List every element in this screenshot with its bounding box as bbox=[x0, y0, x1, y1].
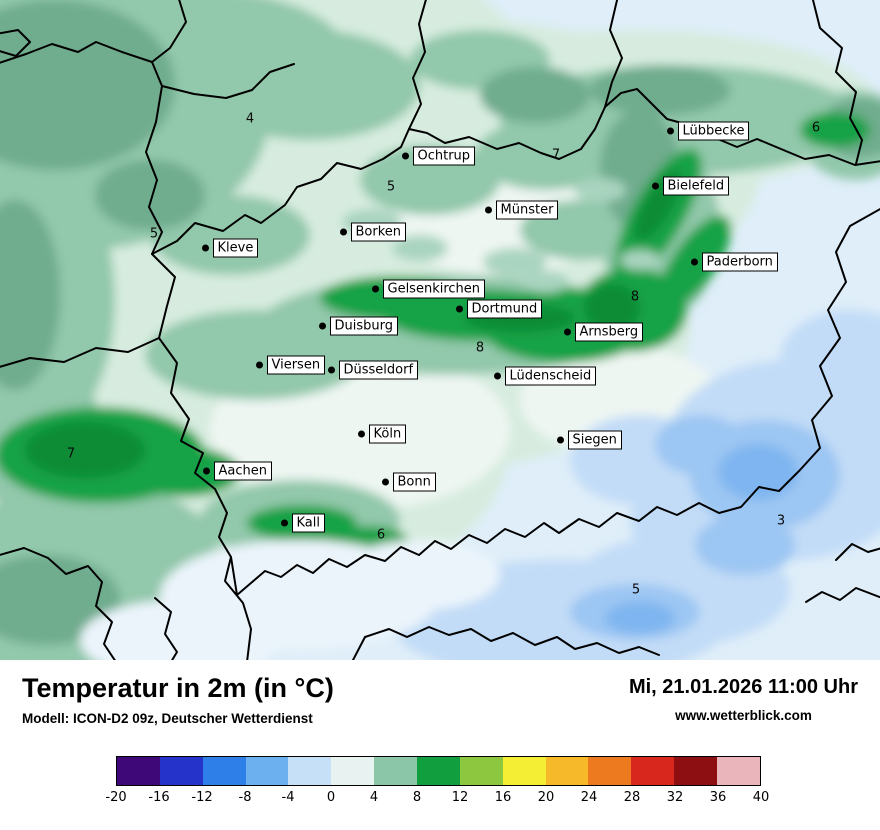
legend-tick: -16 bbox=[148, 790, 170, 805]
legend-color-cell bbox=[202, 757, 246, 785]
legend-tick: 36 bbox=[709, 790, 727, 805]
state-borders bbox=[0, 0, 880, 660]
legend-color-cell bbox=[245, 757, 289, 785]
legend-tick: 40 bbox=[752, 790, 770, 805]
legend-tick: 20 bbox=[537, 790, 555, 805]
model-info: Modell: ICON-D2 09z, Deutscher Wetterdie… bbox=[22, 711, 313, 726]
legend-tick: -20 bbox=[105, 790, 127, 805]
legend-color-cell bbox=[674, 757, 718, 785]
forecast-datetime: Mi, 21.01.2026 11:00 Uhr bbox=[628, 676, 858, 698]
legend-color-cell bbox=[502, 757, 546, 785]
temperature-field bbox=[0, 0, 880, 660]
legend-color-cell bbox=[459, 757, 503, 785]
legend-color-cell bbox=[331, 757, 375, 785]
legend-tick: 28 bbox=[623, 790, 641, 805]
legend-color-cell bbox=[374, 757, 418, 785]
legend-color-cell bbox=[545, 757, 589, 785]
page-title: Temperatur in 2m (in °C) bbox=[22, 673, 334, 703]
legend-color-cell bbox=[159, 757, 203, 785]
legend-color-cell bbox=[631, 757, 675, 785]
legend-color-cell bbox=[117, 757, 160, 785]
legend-tick: 16 bbox=[494, 790, 512, 805]
legend-tick: 8 bbox=[412, 790, 422, 805]
legend-color-cell bbox=[417, 757, 460, 785]
temperature-map-svg bbox=[0, 0, 880, 660]
temperature-legend: -20 -16 -12 -8 -4 0 4 8 12 16 20 24 28 32 36 40 bbox=[105, 756, 769, 808]
caption-left: Temperatur in 2m (in °C) Modell: ICON-D2… bbox=[22, 673, 334, 726]
legend-tick-row: -20 -16 -12 -8 -4 0 4 8 12 16 20 24 28 32 36 40 bbox=[105, 790, 769, 808]
legend-tick: 24 bbox=[580, 790, 598, 805]
legend-color-cell bbox=[588, 757, 632, 785]
website-url: www.wetterblick.com bbox=[675, 708, 812, 723]
legend-color-cell bbox=[288, 757, 332, 785]
legend-color-bar bbox=[116, 756, 761, 786]
legend-tick: -8 bbox=[238, 790, 252, 805]
legend-tick: -4 bbox=[281, 790, 295, 805]
legend-tick: 12 bbox=[451, 790, 469, 805]
legend-tick: 32 bbox=[666, 790, 684, 805]
caption-right: Mi, 21.01.2026 11:00 Uhr www.wetterblick… bbox=[629, 673, 860, 723]
legend-tick: 0 bbox=[326, 790, 336, 805]
map-area: Ochtrup Lübbecke Bielefeld Münster Borken Kle… bbox=[0, 0, 880, 660]
legend-tick: -12 bbox=[191, 790, 213, 805]
legend-tick: 4 bbox=[369, 790, 379, 805]
caption-bar: Temperatur in 2m (in °C) Modell: ICON-D2… bbox=[0, 660, 880, 726]
legend-color-cell bbox=[717, 757, 760, 785]
